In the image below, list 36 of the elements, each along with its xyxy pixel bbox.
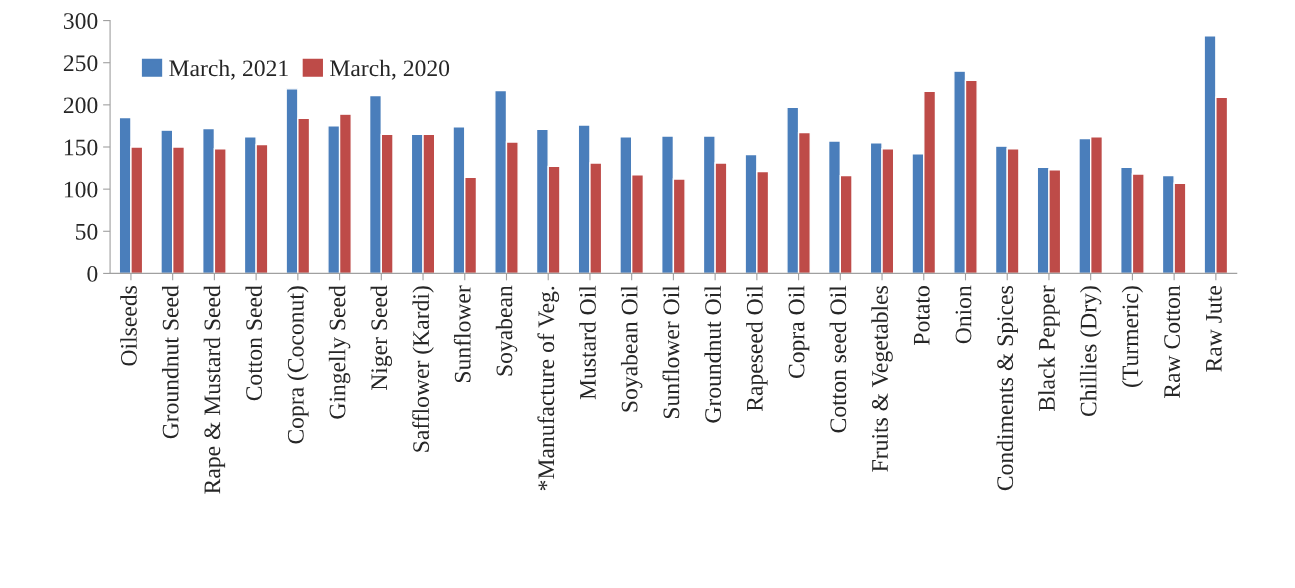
y-tick-label: 250 xyxy=(63,55,98,72)
x-tick-label: Raw Jute xyxy=(1206,286,1222,372)
x-tick-label: Oilseeds xyxy=(120,286,137,366)
y-tick-label: 300 xyxy=(63,13,98,29)
y-tick-label: 0 xyxy=(87,265,98,282)
y-tick-label: 150 xyxy=(64,139,98,156)
x-tick-label: Mustard Oil xyxy=(579,285,596,400)
x-tick-label: Rape & Mustard Seed xyxy=(203,285,226,494)
x-tick-label: *Manufacture of Veg. xyxy=(537,286,560,491)
x-tick-label: Groundnut Oil xyxy=(704,285,722,423)
x-tick-label: Sunflower Oil xyxy=(662,285,680,419)
x-tick-label: Raw Cotton xyxy=(1164,285,1181,399)
x-tick-label: Safflower (Kardi) xyxy=(412,286,434,452)
y-tick-label: 100 xyxy=(64,181,98,198)
x-tick-label: Onion xyxy=(955,285,972,344)
x-tick-label: Copra (Coconut) xyxy=(287,286,309,444)
x-tick-label: Chillies (Dry) xyxy=(1079,286,1102,417)
x-tick-label: Cotton seed Oil xyxy=(829,285,847,433)
x-tick-label: Gingelly Seed xyxy=(328,285,351,419)
legend-label: March, 2020 xyxy=(330,59,450,80)
x-tick-label: (Turmeric) xyxy=(1121,286,1144,387)
y-tick-label: 200 xyxy=(63,97,98,114)
x-tick-label: Potato xyxy=(913,286,930,345)
x-tick-label: Soyabean Oil xyxy=(620,285,643,412)
y-tick-label: 50 xyxy=(76,223,98,240)
x-tick-label: Rapeseed Oil xyxy=(746,285,768,412)
x-tick-label: Copra Oil xyxy=(787,285,810,379)
x-tick-label: Groundnut Seed xyxy=(161,285,179,439)
legend-label: March, 2021 xyxy=(169,59,288,80)
x-tick-label: Condiments & Spices xyxy=(996,286,1018,491)
x-tick-label: Sunflower xyxy=(453,285,471,383)
x-tick-label: Niger Seed xyxy=(370,285,393,391)
x-tick-label: Black Pepper xyxy=(1038,285,1060,412)
x-tick-label: Cotton Seed xyxy=(245,285,263,401)
x-tick-label: Soyabean xyxy=(495,285,518,376)
x-tick-label: Fruits & Vegetables xyxy=(871,286,893,472)
